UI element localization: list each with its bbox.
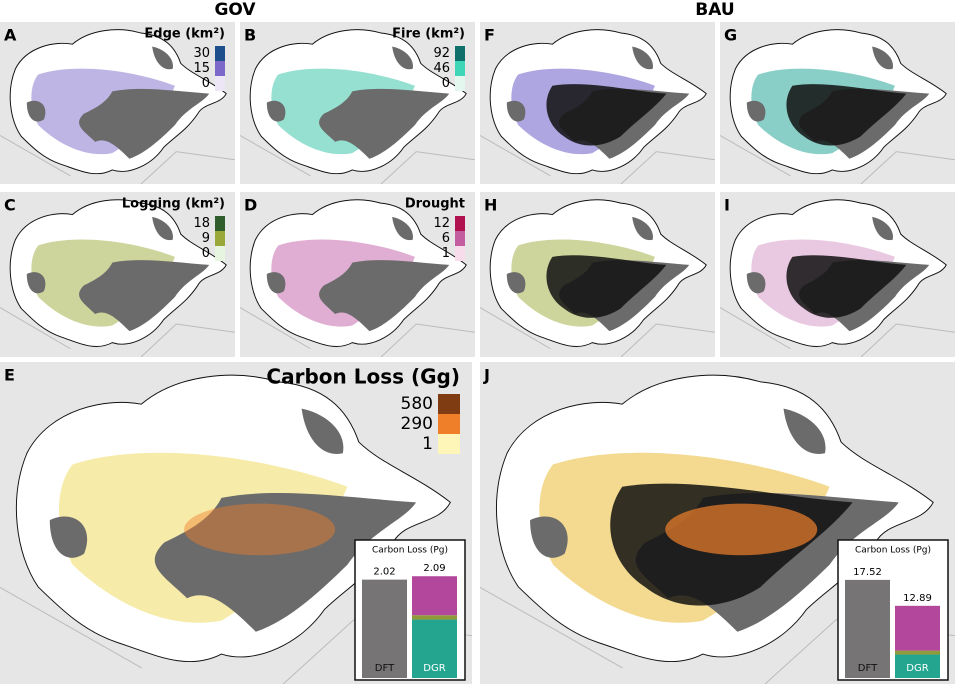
country-border xyxy=(720,307,955,357)
panel-letter: B xyxy=(244,26,256,45)
country-border xyxy=(240,134,475,184)
legend-swatch xyxy=(455,46,465,61)
map xyxy=(0,22,235,184)
panel-letter: A xyxy=(4,26,17,45)
bar-total: 2.02 xyxy=(373,567,395,578)
bar-segment xyxy=(895,605,940,651)
panel-letter: C xyxy=(4,196,16,215)
inset-title: Carbon Loss (Pg) xyxy=(855,546,931,556)
bar-segment xyxy=(895,654,940,678)
panel-letter: I xyxy=(724,196,730,215)
bar-segment xyxy=(412,615,457,620)
bar-segment xyxy=(362,579,407,678)
bar-label: DFT xyxy=(858,663,878,674)
legend-label: 580 xyxy=(401,394,433,414)
legend-title: Fire (km²) xyxy=(392,27,465,42)
legend-label: 6 xyxy=(442,231,450,246)
legend-label: 18 xyxy=(193,216,210,231)
country-border xyxy=(0,307,235,357)
panel-letter: D xyxy=(244,196,257,215)
bar-total: 2.09 xyxy=(423,563,445,574)
legend-title: Drought xyxy=(405,197,465,212)
map-panel: J Carbon Loss (Pg) 17.52 DFT 12.89 DGR xyxy=(480,362,955,684)
legend-swatch xyxy=(215,46,225,61)
column-title: BAU xyxy=(695,0,734,20)
map xyxy=(240,22,475,184)
bar-label: DGR xyxy=(423,663,445,674)
legend-swatch xyxy=(438,434,460,454)
bar-segment xyxy=(412,619,457,678)
country-border xyxy=(480,134,715,184)
hotspot xyxy=(665,503,818,556)
legend-label: 12 xyxy=(433,216,450,231)
panel-letter: E xyxy=(4,366,15,385)
legend-title: Logging (km²) xyxy=(122,197,225,212)
map-panel: G xyxy=(720,22,955,184)
legend-label: 92 xyxy=(433,46,450,61)
country-border xyxy=(240,307,475,357)
legend-title: Carbon Loss (Gg) xyxy=(266,365,460,389)
map xyxy=(720,192,955,357)
legend-title: Edge (km²) xyxy=(144,27,225,42)
map-panel: F xyxy=(480,22,715,184)
panel-letter: H xyxy=(484,196,497,215)
legend-swatch xyxy=(215,231,225,246)
legend-label: 0 xyxy=(202,76,210,91)
inset-title: Carbon Loss (Pg) xyxy=(372,546,448,556)
bar-segment xyxy=(845,579,890,678)
map xyxy=(0,192,235,357)
bar-segment xyxy=(895,650,940,655)
legend-swatch xyxy=(455,231,465,246)
legend-swatch xyxy=(455,216,465,231)
bar-segment xyxy=(412,576,457,616)
bar-label: DGR xyxy=(906,663,928,674)
panel-letter: J xyxy=(483,366,490,385)
legend-label: 9 xyxy=(202,231,210,246)
legend-swatch xyxy=(215,246,225,261)
legend-swatch xyxy=(455,61,465,76)
panel-letter: F xyxy=(484,26,495,45)
country-border xyxy=(720,134,955,184)
legend-swatch xyxy=(215,216,225,231)
panel-letter: G xyxy=(724,26,737,45)
map xyxy=(480,192,715,357)
hotspot xyxy=(184,503,336,556)
map-panel: I xyxy=(720,192,955,357)
legend-label: 30 xyxy=(193,46,210,61)
map xyxy=(240,192,475,357)
legend-swatch xyxy=(215,76,225,91)
legend-label: 1 xyxy=(442,246,450,261)
country-border xyxy=(480,307,715,357)
country-border xyxy=(0,134,235,184)
legend-swatch xyxy=(455,76,465,91)
map-panel: H xyxy=(480,192,715,357)
legend-label: 290 xyxy=(401,414,433,434)
legend-label: 46 xyxy=(433,61,450,76)
legend-swatch xyxy=(455,246,465,261)
legend-swatch xyxy=(438,394,460,414)
column-title: GOV xyxy=(214,0,256,20)
legend-swatch xyxy=(215,61,225,76)
map xyxy=(720,22,955,184)
legend-label: 1 xyxy=(422,434,433,454)
legend-swatch xyxy=(438,414,460,434)
bar-label: DFT xyxy=(375,663,395,674)
map xyxy=(480,22,715,184)
bar-total: 17.52 xyxy=(853,567,882,578)
legend-label: 0 xyxy=(442,76,450,91)
bar-total: 12.89 xyxy=(903,593,932,604)
legend-label: 15 xyxy=(193,61,210,76)
legend-label: 0 xyxy=(202,246,210,261)
